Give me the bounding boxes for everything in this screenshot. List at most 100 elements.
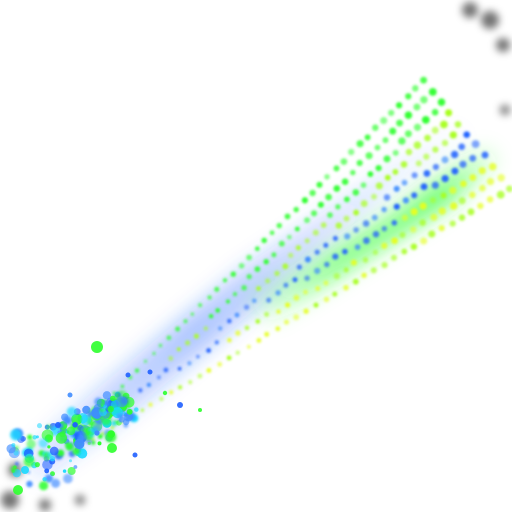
particle-dot <box>432 146 439 153</box>
particle-dot <box>274 270 280 276</box>
particle-dot <box>333 165 340 172</box>
particle-dot <box>313 302 319 308</box>
particle-dot <box>413 141 422 149</box>
burst-particle <box>27 434 33 440</box>
particle-dot <box>506 185 512 193</box>
particle-dot <box>315 286 321 291</box>
particle-dot <box>316 181 323 188</box>
particle-dot <box>198 303 203 308</box>
burst-particle <box>50 471 55 477</box>
particle-dot <box>384 174 391 181</box>
particle-dot <box>441 156 449 164</box>
particle-dot <box>352 278 359 285</box>
spark-particle <box>132 452 138 458</box>
particle-dot <box>183 319 188 324</box>
particle-dot <box>365 152 373 160</box>
particle-dot <box>335 204 341 210</box>
particle-dot <box>413 123 422 131</box>
particle-dot <box>276 309 281 314</box>
particle-dot <box>320 222 327 228</box>
burst-particle <box>102 391 112 400</box>
particle-dot <box>301 197 309 204</box>
particle-dot <box>238 262 245 269</box>
particle-dot <box>404 111 413 119</box>
particle-dot <box>168 390 174 395</box>
particle-dot <box>410 243 418 250</box>
particle-dot <box>218 326 223 331</box>
burst-particle <box>72 447 80 455</box>
particle-dot <box>324 261 330 268</box>
burst-particle <box>61 413 69 421</box>
burst-particle <box>89 433 94 438</box>
burst-particle <box>10 465 17 472</box>
particle-dot <box>254 246 260 251</box>
spark-particle <box>67 392 73 398</box>
particle-dot <box>314 249 320 255</box>
particle-dot <box>381 226 387 232</box>
particle-dot <box>467 208 475 216</box>
particle-dot <box>166 335 172 341</box>
particle-dot <box>188 380 193 385</box>
particle-dot <box>227 337 232 343</box>
particle-dot <box>413 103 421 111</box>
burst-particle <box>55 432 68 444</box>
particle-dot <box>158 343 163 348</box>
burst-particle <box>111 421 117 426</box>
particle-dot <box>430 213 438 221</box>
particle-dot <box>340 158 348 165</box>
burst-particle <box>114 393 119 398</box>
particle-dot <box>432 163 440 171</box>
particle-dot <box>294 226 300 232</box>
particle-dot <box>401 179 408 186</box>
particle-dot <box>275 290 281 296</box>
particle-dot <box>304 217 310 224</box>
particle-dot <box>252 298 257 303</box>
particle-dot <box>230 271 237 278</box>
particle-dot <box>348 148 355 156</box>
burst-particle <box>42 477 47 482</box>
particle-dot <box>190 312 195 316</box>
burst-particle <box>13 450 19 456</box>
particle-dot <box>304 238 310 244</box>
particle-dot <box>197 373 203 379</box>
particle-dot <box>343 267 349 273</box>
spark-particle <box>147 369 153 375</box>
particle-dot <box>206 367 212 373</box>
particle-dot <box>354 244 361 250</box>
burst-particle <box>49 446 59 456</box>
burst-particle <box>62 469 67 473</box>
particle-dot <box>264 331 270 337</box>
particle-dot <box>187 361 192 366</box>
particle-dot <box>342 248 348 255</box>
burst-particle <box>118 418 122 422</box>
particle-dot <box>271 252 277 258</box>
particle-dot <box>496 190 505 199</box>
particle-dot <box>423 153 430 160</box>
burst-particle <box>44 468 50 474</box>
shadow-blot <box>500 105 510 115</box>
burst-particle <box>101 405 107 410</box>
shadow-blot <box>75 495 85 505</box>
particle-dot <box>241 285 247 291</box>
particle-dot <box>344 233 351 240</box>
particle-dot <box>449 131 457 139</box>
particle-dot <box>478 167 486 175</box>
burst-particle <box>87 441 91 445</box>
particle-dot <box>431 126 439 134</box>
particle-dot <box>246 254 252 261</box>
particle-dot <box>343 215 350 222</box>
particle-dot <box>437 98 446 106</box>
particle-dot <box>410 208 418 216</box>
particle-dot <box>310 210 318 217</box>
particle-dot <box>367 171 374 177</box>
particle-dot <box>222 278 228 283</box>
particle-dot <box>152 351 156 356</box>
burst-particle <box>97 441 102 446</box>
burst-particle <box>66 406 77 417</box>
particle-dot <box>227 318 232 324</box>
particle-dot <box>460 180 467 188</box>
particle-dot <box>440 120 448 129</box>
particle-dot <box>360 182 367 188</box>
particle-dot <box>208 313 214 319</box>
burst-cluster <box>6 341 202 495</box>
